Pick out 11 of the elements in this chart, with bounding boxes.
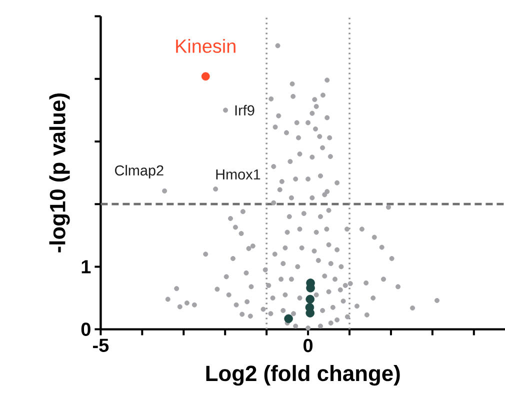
- annotation: Irf9: [235, 104, 254, 116]
- annotation: Hmox1: [216, 169, 260, 180]
- point: [306, 294, 315, 304]
- series-label: Kinesin: [176, 38, 236, 53]
- point: [284, 314, 293, 324]
- annotation: Clmap2: [115, 164, 164, 178]
- y-axis-title: -log10 (p value): [49, 94, 70, 252]
- x-tick-label: -5: [93, 338, 109, 352]
- y-tick-label: 1: [82, 260, 91, 274]
- x-axis-title: Log2 (fold change): [206, 365, 400, 386]
- point: [201, 72, 210, 81]
